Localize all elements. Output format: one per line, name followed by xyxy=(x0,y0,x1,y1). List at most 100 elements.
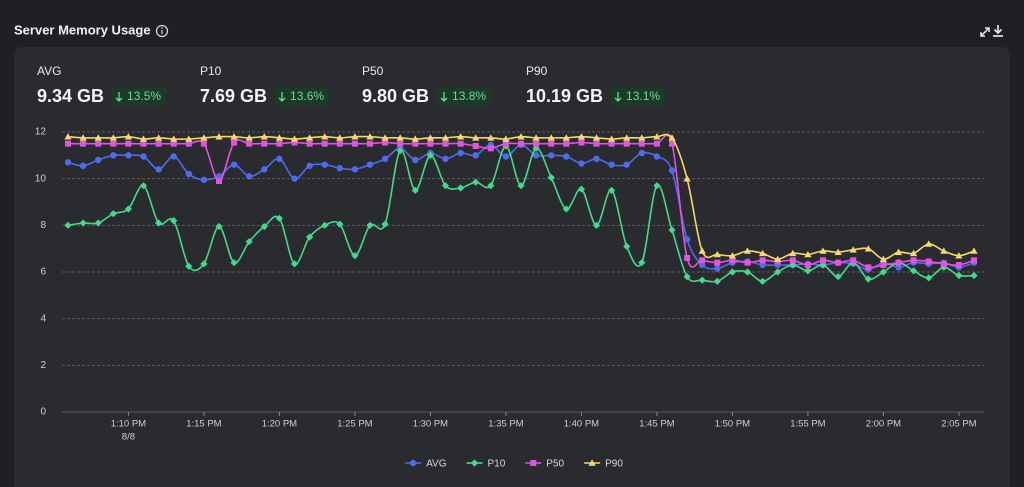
point xyxy=(200,260,208,268)
point xyxy=(669,140,675,147)
point xyxy=(336,220,344,228)
legend-item[interactable]: P90 xyxy=(584,459,623,470)
point xyxy=(774,268,782,276)
point xyxy=(849,246,857,253)
change-badge xyxy=(275,87,330,106)
point xyxy=(547,134,555,141)
point xyxy=(65,140,71,147)
point xyxy=(245,238,253,246)
x-tick-label: 1:10 PM xyxy=(111,419,146,430)
point xyxy=(879,268,887,276)
point xyxy=(351,252,359,260)
point xyxy=(668,226,676,234)
point xyxy=(533,140,540,147)
point xyxy=(321,140,328,147)
change-badge xyxy=(437,87,492,106)
y-tick-label: 12 xyxy=(35,127,47,138)
y-tick-label: 6 xyxy=(40,267,46,278)
point xyxy=(230,161,238,168)
point xyxy=(925,258,932,265)
point xyxy=(170,140,177,147)
point xyxy=(638,140,645,147)
x-tick-label: 1:35 PM xyxy=(488,419,523,430)
x-tick-label: 2:05 PM xyxy=(941,419,976,430)
legend-item[interactable]: P50 xyxy=(525,459,565,470)
point xyxy=(864,275,872,283)
legend-label: P90 xyxy=(605,459,623,470)
point xyxy=(698,247,706,254)
legend-symbol xyxy=(409,459,417,467)
info-icon[interactable] xyxy=(155,24,169,38)
point xyxy=(563,140,570,147)
point xyxy=(336,140,343,147)
point xyxy=(684,255,691,261)
point xyxy=(879,255,887,262)
point xyxy=(487,182,495,190)
point xyxy=(200,176,208,184)
point xyxy=(260,133,268,140)
point xyxy=(321,161,328,168)
point xyxy=(290,135,299,142)
download-icon[interactable] xyxy=(993,25,1003,37)
point xyxy=(743,247,752,254)
point xyxy=(820,257,826,264)
point xyxy=(472,134,480,141)
point xyxy=(351,133,359,140)
point xyxy=(714,265,721,272)
stat-label: P50 xyxy=(362,64,384,78)
point xyxy=(275,214,283,222)
expand-icon[interactable] xyxy=(980,27,990,37)
point xyxy=(441,134,450,141)
point xyxy=(834,273,842,281)
point xyxy=(970,247,978,254)
point xyxy=(64,221,72,229)
point xyxy=(940,263,948,271)
point xyxy=(895,259,902,266)
legend-item[interactable]: P10 xyxy=(466,459,506,470)
point xyxy=(563,153,570,160)
point xyxy=(125,152,132,159)
panel-title: Server Memory Usage xyxy=(14,22,151,37)
point xyxy=(910,249,918,257)
point xyxy=(713,250,721,258)
x-tick-label: 1:30 PM xyxy=(413,419,448,430)
x-tick-label: 1:55 PM xyxy=(790,419,825,430)
y-tick-label: 2 xyxy=(40,360,46,371)
point xyxy=(955,262,962,268)
point xyxy=(94,219,102,227)
point xyxy=(276,155,283,163)
point xyxy=(789,249,797,257)
point xyxy=(396,147,404,155)
point xyxy=(971,257,977,264)
point xyxy=(683,236,691,243)
point xyxy=(714,259,721,266)
point xyxy=(910,267,918,275)
point xyxy=(321,221,329,229)
point xyxy=(442,140,449,147)
point xyxy=(713,277,721,285)
point xyxy=(396,134,404,141)
point xyxy=(683,175,691,182)
legend-item[interactable]: AVG xyxy=(405,459,447,470)
point xyxy=(185,170,192,178)
point xyxy=(306,140,313,147)
point xyxy=(139,182,148,190)
point xyxy=(894,248,903,255)
point xyxy=(562,205,570,213)
point xyxy=(608,140,615,147)
point xyxy=(472,152,479,159)
stat-label: P90 xyxy=(526,64,548,78)
x-tick-label: 2:00 PM xyxy=(866,419,901,430)
point xyxy=(925,274,933,282)
point xyxy=(426,134,434,141)
point xyxy=(623,140,630,147)
point xyxy=(95,156,102,164)
x-tick-label: 1:20 PM xyxy=(262,419,297,430)
point xyxy=(125,140,132,147)
stat-value: 7.69 GB xyxy=(200,86,267,106)
point xyxy=(230,259,238,267)
point xyxy=(231,139,238,146)
point xyxy=(910,257,917,264)
point xyxy=(306,233,314,241)
point xyxy=(216,178,222,184)
